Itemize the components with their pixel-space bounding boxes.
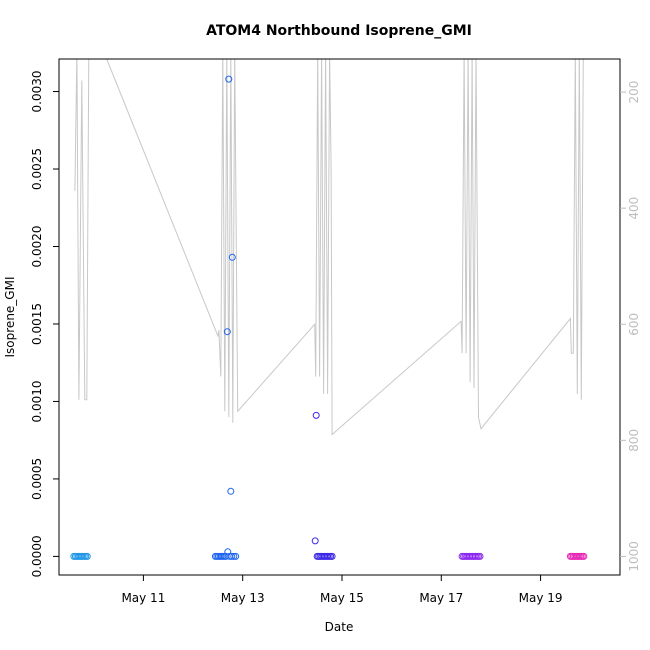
x-tick-label: May 11 — [121, 591, 165, 605]
data-point — [228, 552, 236, 560]
data-point — [476, 552, 484, 560]
secondary-y-tick-label: 1000 — [627, 541, 641, 572]
x-axis: May 11 May 13 May 15 May 17 May 19 — [121, 575, 563, 605]
y-axis-label: Isoprene_GMI — [3, 277, 17, 358]
y-tick-label: 0.0015 — [30, 303, 44, 345]
y-tick-label: 0.0010 — [30, 381, 44, 423]
x-tick-label: May 13 — [221, 591, 265, 605]
x-tick-label: May 17 — [419, 591, 463, 605]
y-axis: 0.0000 0.0005 0.0010 0.0015 0.0020 0.0025 0.00… — [30, 71, 59, 577]
secondary-y-tick-label: 200 — [627, 81, 641, 104]
data-point — [328, 552, 336, 560]
y-tick-label: 0.0020 — [30, 226, 44, 268]
data-point — [83, 552, 91, 560]
data-point — [225, 75, 233, 83]
secondary-y-tick-label: 600 — [627, 313, 641, 336]
secondary-y-tick-label: 800 — [627, 429, 641, 452]
x-axis-label: Date — [325, 620, 354, 634]
data-point — [311, 537, 319, 545]
x-tick-label: May 15 — [320, 591, 364, 605]
x-tick-label: May 19 — [519, 591, 563, 605]
y-tick-label: 0.0005 — [30, 458, 44, 500]
data-point — [312, 411, 320, 419]
secondary-y-axis: 200 400 600 800 1000 — [620, 81, 641, 572]
chart-title: ATOM4 Northbound Isoprene_GMI — [206, 23, 472, 39]
data-point — [232, 552, 240, 560]
plot-area — [70, 59, 588, 560]
y-tick-label: 0.0030 — [30, 71, 44, 113]
data-point — [228, 253, 236, 261]
data-point — [224, 548, 232, 556]
data-point — [227, 487, 235, 495]
data-point — [580, 552, 588, 560]
data-point — [230, 552, 238, 560]
y-tick-label: 0.0000 — [30, 535, 44, 577]
y-tick-label: 0.0025 — [30, 148, 44, 190]
pressure-series-line — [74, 59, 584, 436]
plot-frame — [58, 58, 621, 576]
data-point — [223, 328, 231, 336]
secondary-y-tick-label: 400 — [627, 197, 641, 220]
